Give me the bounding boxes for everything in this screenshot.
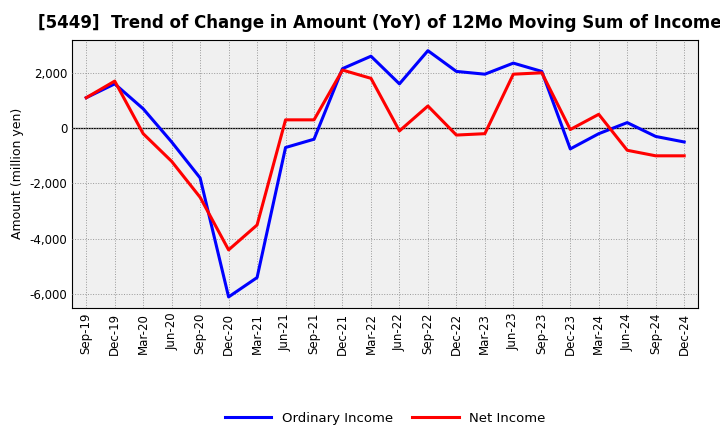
Ordinary Income xyxy=(225,294,233,300)
Line: Ordinary Income: Ordinary Income xyxy=(86,51,684,297)
Ordinary Income xyxy=(623,120,631,125)
Y-axis label: Amount (million yen): Amount (million yen) xyxy=(11,108,24,239)
Net Income xyxy=(82,95,91,100)
Line: Net Income: Net Income xyxy=(86,70,684,250)
Net Income xyxy=(110,78,119,84)
Net Income xyxy=(652,153,660,158)
Net Income xyxy=(566,127,575,132)
Ordinary Income xyxy=(282,145,290,150)
Net Income xyxy=(680,153,688,158)
Ordinary Income xyxy=(566,146,575,151)
Net Income xyxy=(395,128,404,134)
Net Income xyxy=(480,131,489,136)
Ordinary Income xyxy=(310,136,318,142)
Ordinary Income xyxy=(509,60,518,66)
Ordinary Income xyxy=(196,175,204,180)
Ordinary Income xyxy=(452,69,461,74)
Net Income xyxy=(139,131,148,136)
Ordinary Income xyxy=(167,139,176,145)
Net Income xyxy=(167,159,176,164)
Net Income xyxy=(196,194,204,200)
Ordinary Income xyxy=(82,95,91,100)
Net Income xyxy=(253,222,261,227)
Ordinary Income xyxy=(139,106,148,111)
Legend: Ordinary Income, Net Income: Ordinary Income, Net Income xyxy=(220,407,551,430)
Net Income xyxy=(338,67,347,73)
Ordinary Income xyxy=(366,54,375,59)
Net Income xyxy=(509,72,518,77)
Net Income xyxy=(225,247,233,253)
Ordinary Income xyxy=(338,66,347,71)
Net Income xyxy=(310,117,318,122)
Ordinary Income xyxy=(253,275,261,280)
Net Income xyxy=(423,103,432,109)
Ordinary Income xyxy=(652,134,660,139)
Ordinary Income xyxy=(395,81,404,87)
Ordinary Income xyxy=(480,72,489,77)
Net Income xyxy=(537,70,546,75)
Ordinary Income xyxy=(423,48,432,53)
Net Income xyxy=(452,132,461,138)
Ordinary Income xyxy=(110,81,119,87)
Ordinary Income xyxy=(595,131,603,136)
Net Income xyxy=(282,117,290,122)
Ordinary Income xyxy=(680,139,688,145)
Net Income xyxy=(595,112,603,117)
Title: [5449]  Trend of Change in Amount (YoY) of 12Mo Moving Sum of Incomes: [5449] Trend of Change in Amount (YoY) o… xyxy=(38,15,720,33)
Ordinary Income xyxy=(537,69,546,74)
Net Income xyxy=(366,76,375,81)
Net Income xyxy=(623,148,631,153)
